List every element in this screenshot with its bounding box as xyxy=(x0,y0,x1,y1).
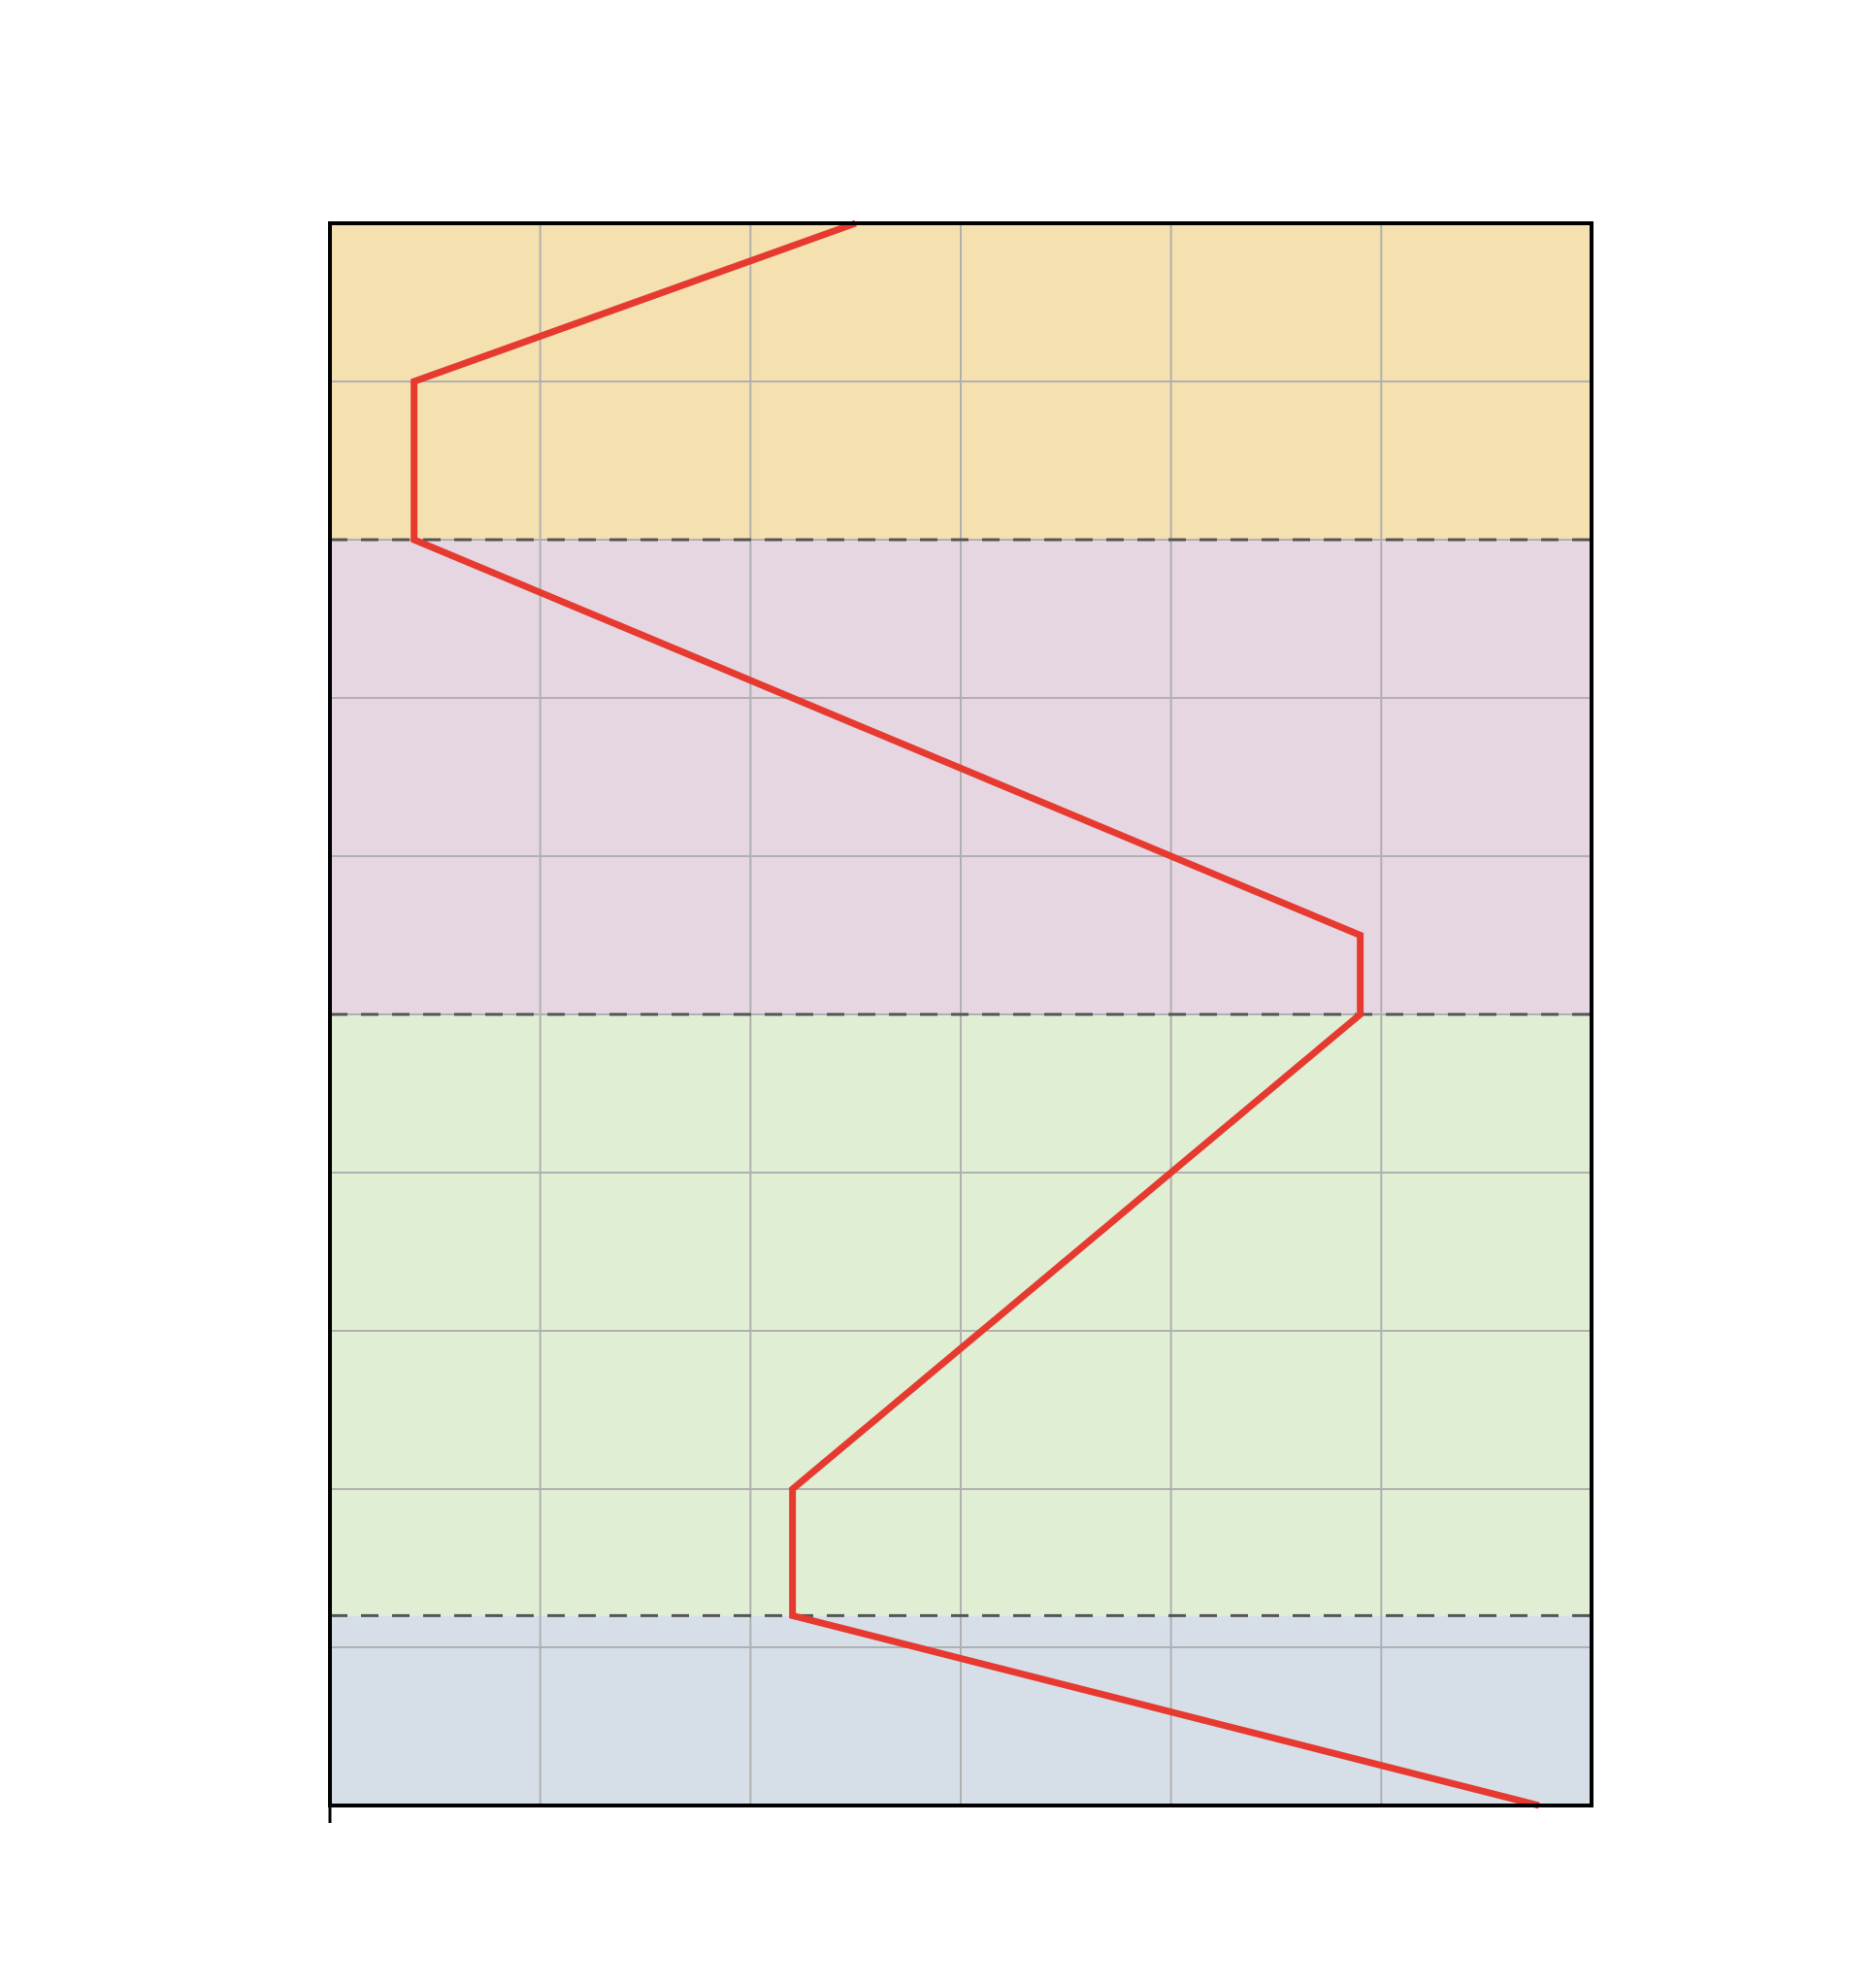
atmosphere-chart xyxy=(0,0,1872,1988)
